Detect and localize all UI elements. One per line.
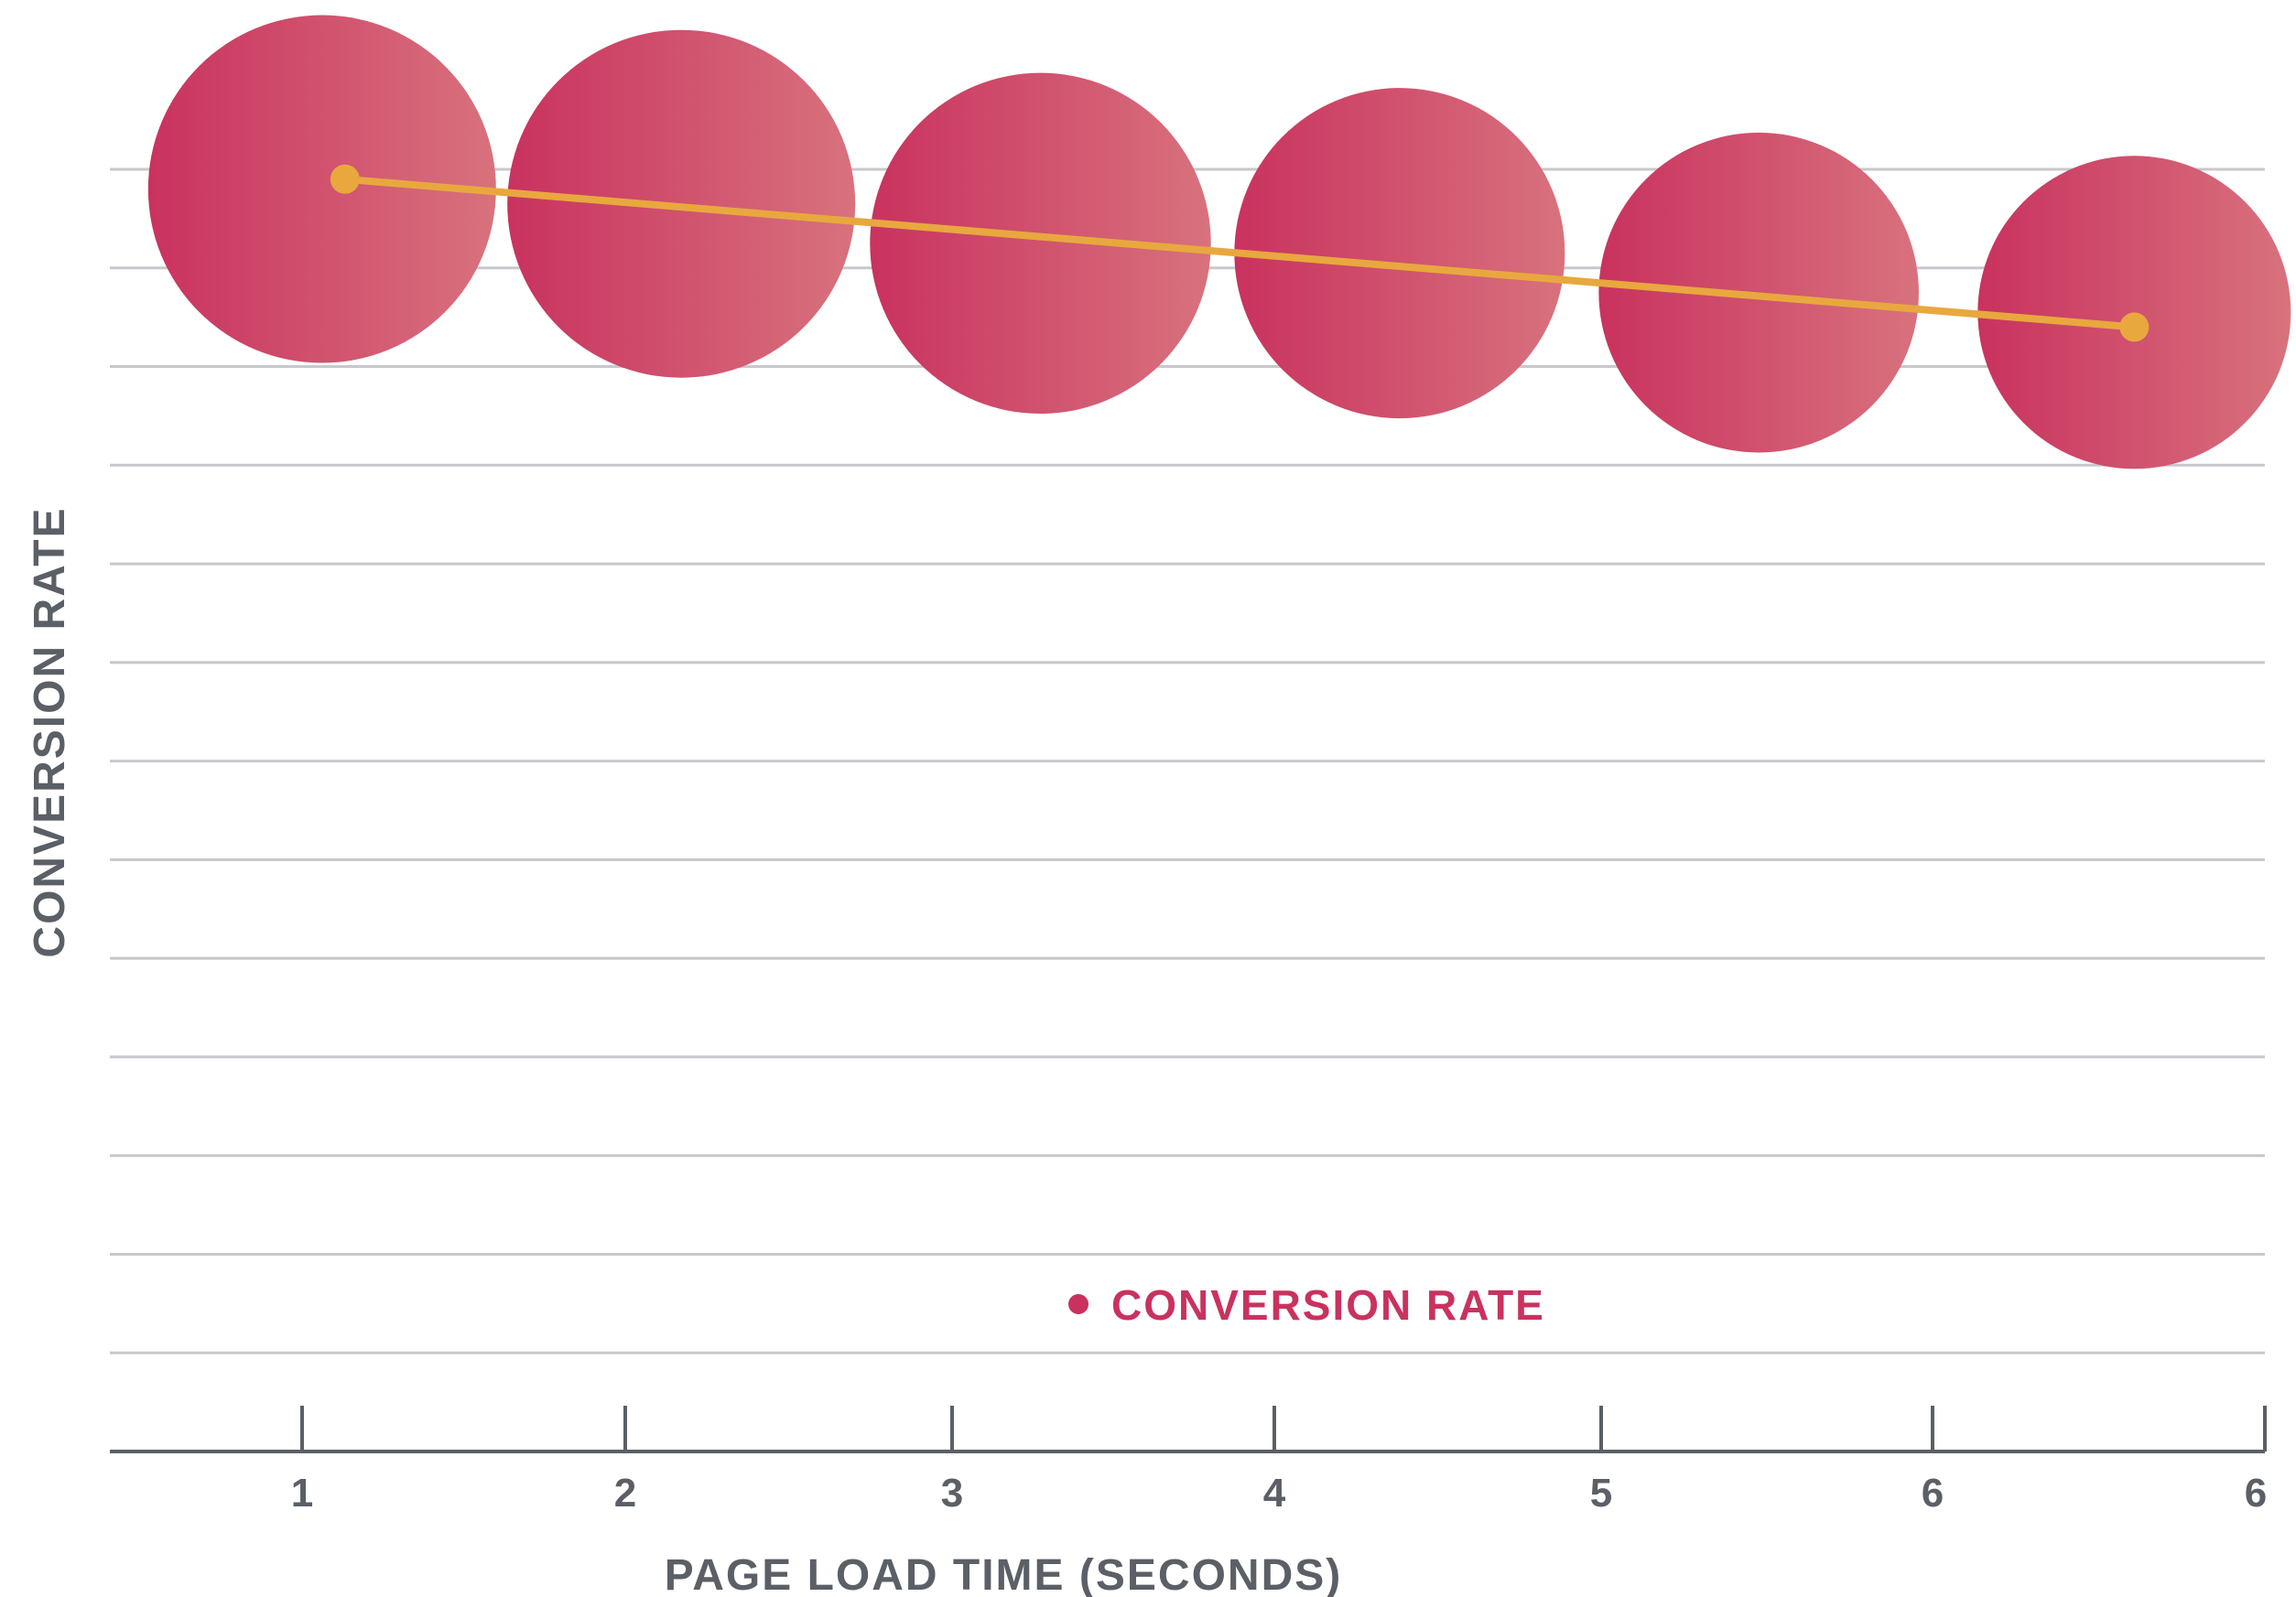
bubble-point <box>870 72 1211 415</box>
trendline <box>330 164 2150 342</box>
bubbles <box>147 15 2291 469</box>
y-axis-label: CONVERSION RATE <box>26 506 74 957</box>
x-tick-label: 4 <box>1263 1471 1286 1516</box>
bubble-point <box>1977 156 2291 469</box>
legend-marker <box>1068 1294 1088 1314</box>
trendline-endpoint <box>2119 312 2150 342</box>
x-tick-label: 5 <box>1590 1471 1612 1516</box>
x-tick-label: 3 <box>941 1471 963 1516</box>
x-axis-ticks: 1 2 3 4 5 6 6 <box>291 1406 2267 1516</box>
x-tick-label: 6 <box>2245 1471 2267 1516</box>
gridlines <box>110 167 2265 1354</box>
x-tick-label: 1 <box>291 1471 313 1516</box>
x-tick-label: 2 <box>614 1471 636 1516</box>
x-axis-label: PAGE LOAD TIME (SECONDS) <box>665 1551 1342 1597</box>
trendline-path <box>344 175 2135 331</box>
legend: CONVERSION RATE <box>1068 1281 1545 1329</box>
x-tick-label: 6 <box>1922 1471 1944 1516</box>
bubble-point <box>1234 88 1565 419</box>
legend-label: CONVERSION RATE <box>1111 1281 1545 1329</box>
bubble-point <box>147 15 496 363</box>
trendline-endpoint <box>330 164 360 194</box>
